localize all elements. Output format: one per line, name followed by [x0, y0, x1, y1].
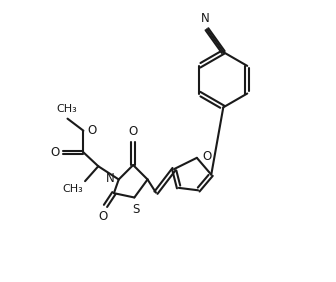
Text: O: O [202, 150, 211, 163]
Text: N: N [106, 173, 114, 186]
Text: O: O [88, 124, 97, 137]
Text: N: N [201, 12, 209, 25]
Text: S: S [133, 203, 140, 216]
Text: O: O [128, 125, 138, 138]
Text: CH₃: CH₃ [57, 104, 77, 114]
Text: O: O [50, 146, 59, 159]
Text: CH₃: CH₃ [62, 184, 83, 194]
Text: O: O [98, 210, 108, 223]
